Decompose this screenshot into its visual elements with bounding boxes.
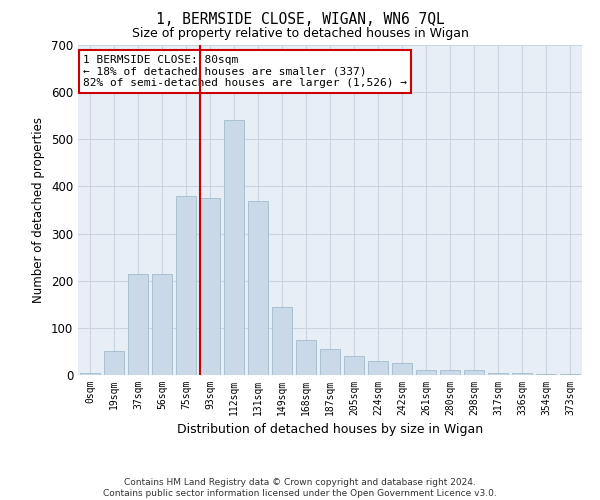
Bar xyxy=(560,374,580,375)
Text: Contains HM Land Registry data © Crown copyright and database right 2024.
Contai: Contains HM Land Registry data © Crown c… xyxy=(103,478,497,498)
Bar xyxy=(224,120,244,375)
Bar xyxy=(488,372,508,375)
Bar xyxy=(176,196,196,375)
Bar xyxy=(104,352,124,375)
Bar xyxy=(344,356,364,375)
Text: Size of property relative to detached houses in Wigan: Size of property relative to detached ho… xyxy=(131,28,469,40)
Bar xyxy=(152,274,172,375)
Bar xyxy=(368,361,388,375)
Bar xyxy=(416,370,436,375)
Bar xyxy=(296,340,316,375)
Bar xyxy=(272,306,292,375)
Text: 1 BERMSIDE CLOSE: 80sqm
← 18% of detached houses are smaller (337)
82% of semi-d: 1 BERMSIDE CLOSE: 80sqm ← 18% of detache… xyxy=(83,55,407,88)
Y-axis label: Number of detached properties: Number of detached properties xyxy=(32,117,46,303)
Bar xyxy=(464,370,484,375)
Bar xyxy=(392,363,412,375)
Bar xyxy=(320,349,340,375)
Text: 1, BERMSIDE CLOSE, WIGAN, WN6 7QL: 1, BERMSIDE CLOSE, WIGAN, WN6 7QL xyxy=(155,12,445,28)
Bar xyxy=(440,370,460,375)
Bar xyxy=(512,372,532,375)
X-axis label: Distribution of detached houses by size in Wigan: Distribution of detached houses by size … xyxy=(177,424,483,436)
Bar xyxy=(200,198,220,375)
Bar xyxy=(248,200,268,375)
Bar xyxy=(536,374,556,375)
Bar xyxy=(128,274,148,375)
Bar xyxy=(80,372,100,375)
